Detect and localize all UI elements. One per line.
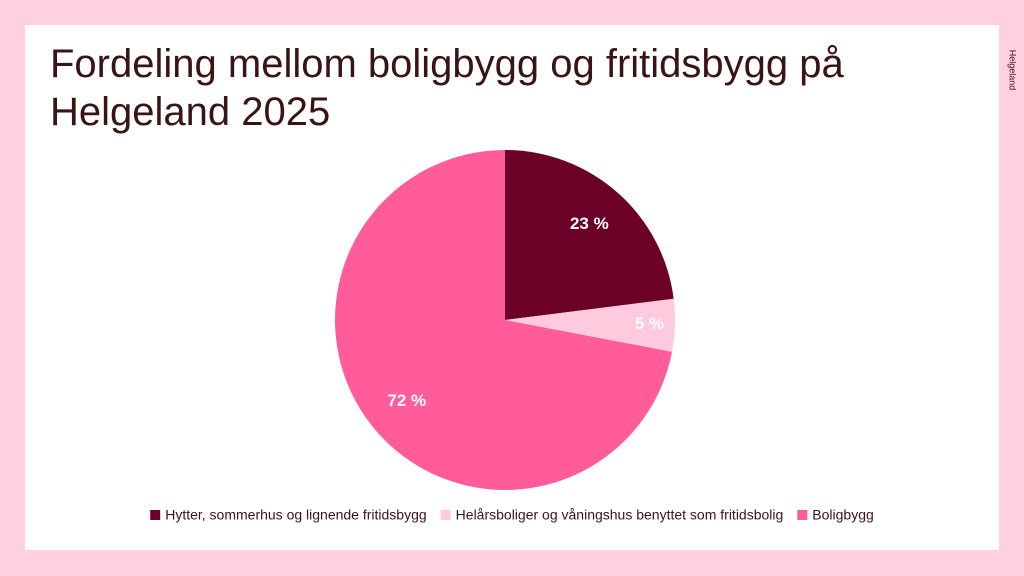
pie-slice [334, 150, 672, 491]
pie-slice [505, 150, 674, 320]
legend-label: Boligbygg [812, 507, 874, 523]
logo-text: Helgeland [1008, 50, 1018, 91]
data-label: 5 % [635, 314, 664, 333]
legend-swatch [797, 510, 808, 520]
data-label: 23 % [570, 214, 609, 233]
legend-swatch [150, 510, 161, 520]
legend-label: Helårsboliger og våningshus benyttet som… [456, 507, 784, 523]
pie-slice [505, 298, 675, 352]
legend-swatch [440, 510, 451, 520]
logo: Helgeland [1008, 50, 1018, 91]
data-label: 72 % [387, 391, 426, 410]
legend-label: Hytter, sommerhus og lignende fritidsbyg… [165, 507, 426, 523]
chart-title: Fordeling mellom boligbygg og fritidsbyg… [50, 42, 844, 134]
